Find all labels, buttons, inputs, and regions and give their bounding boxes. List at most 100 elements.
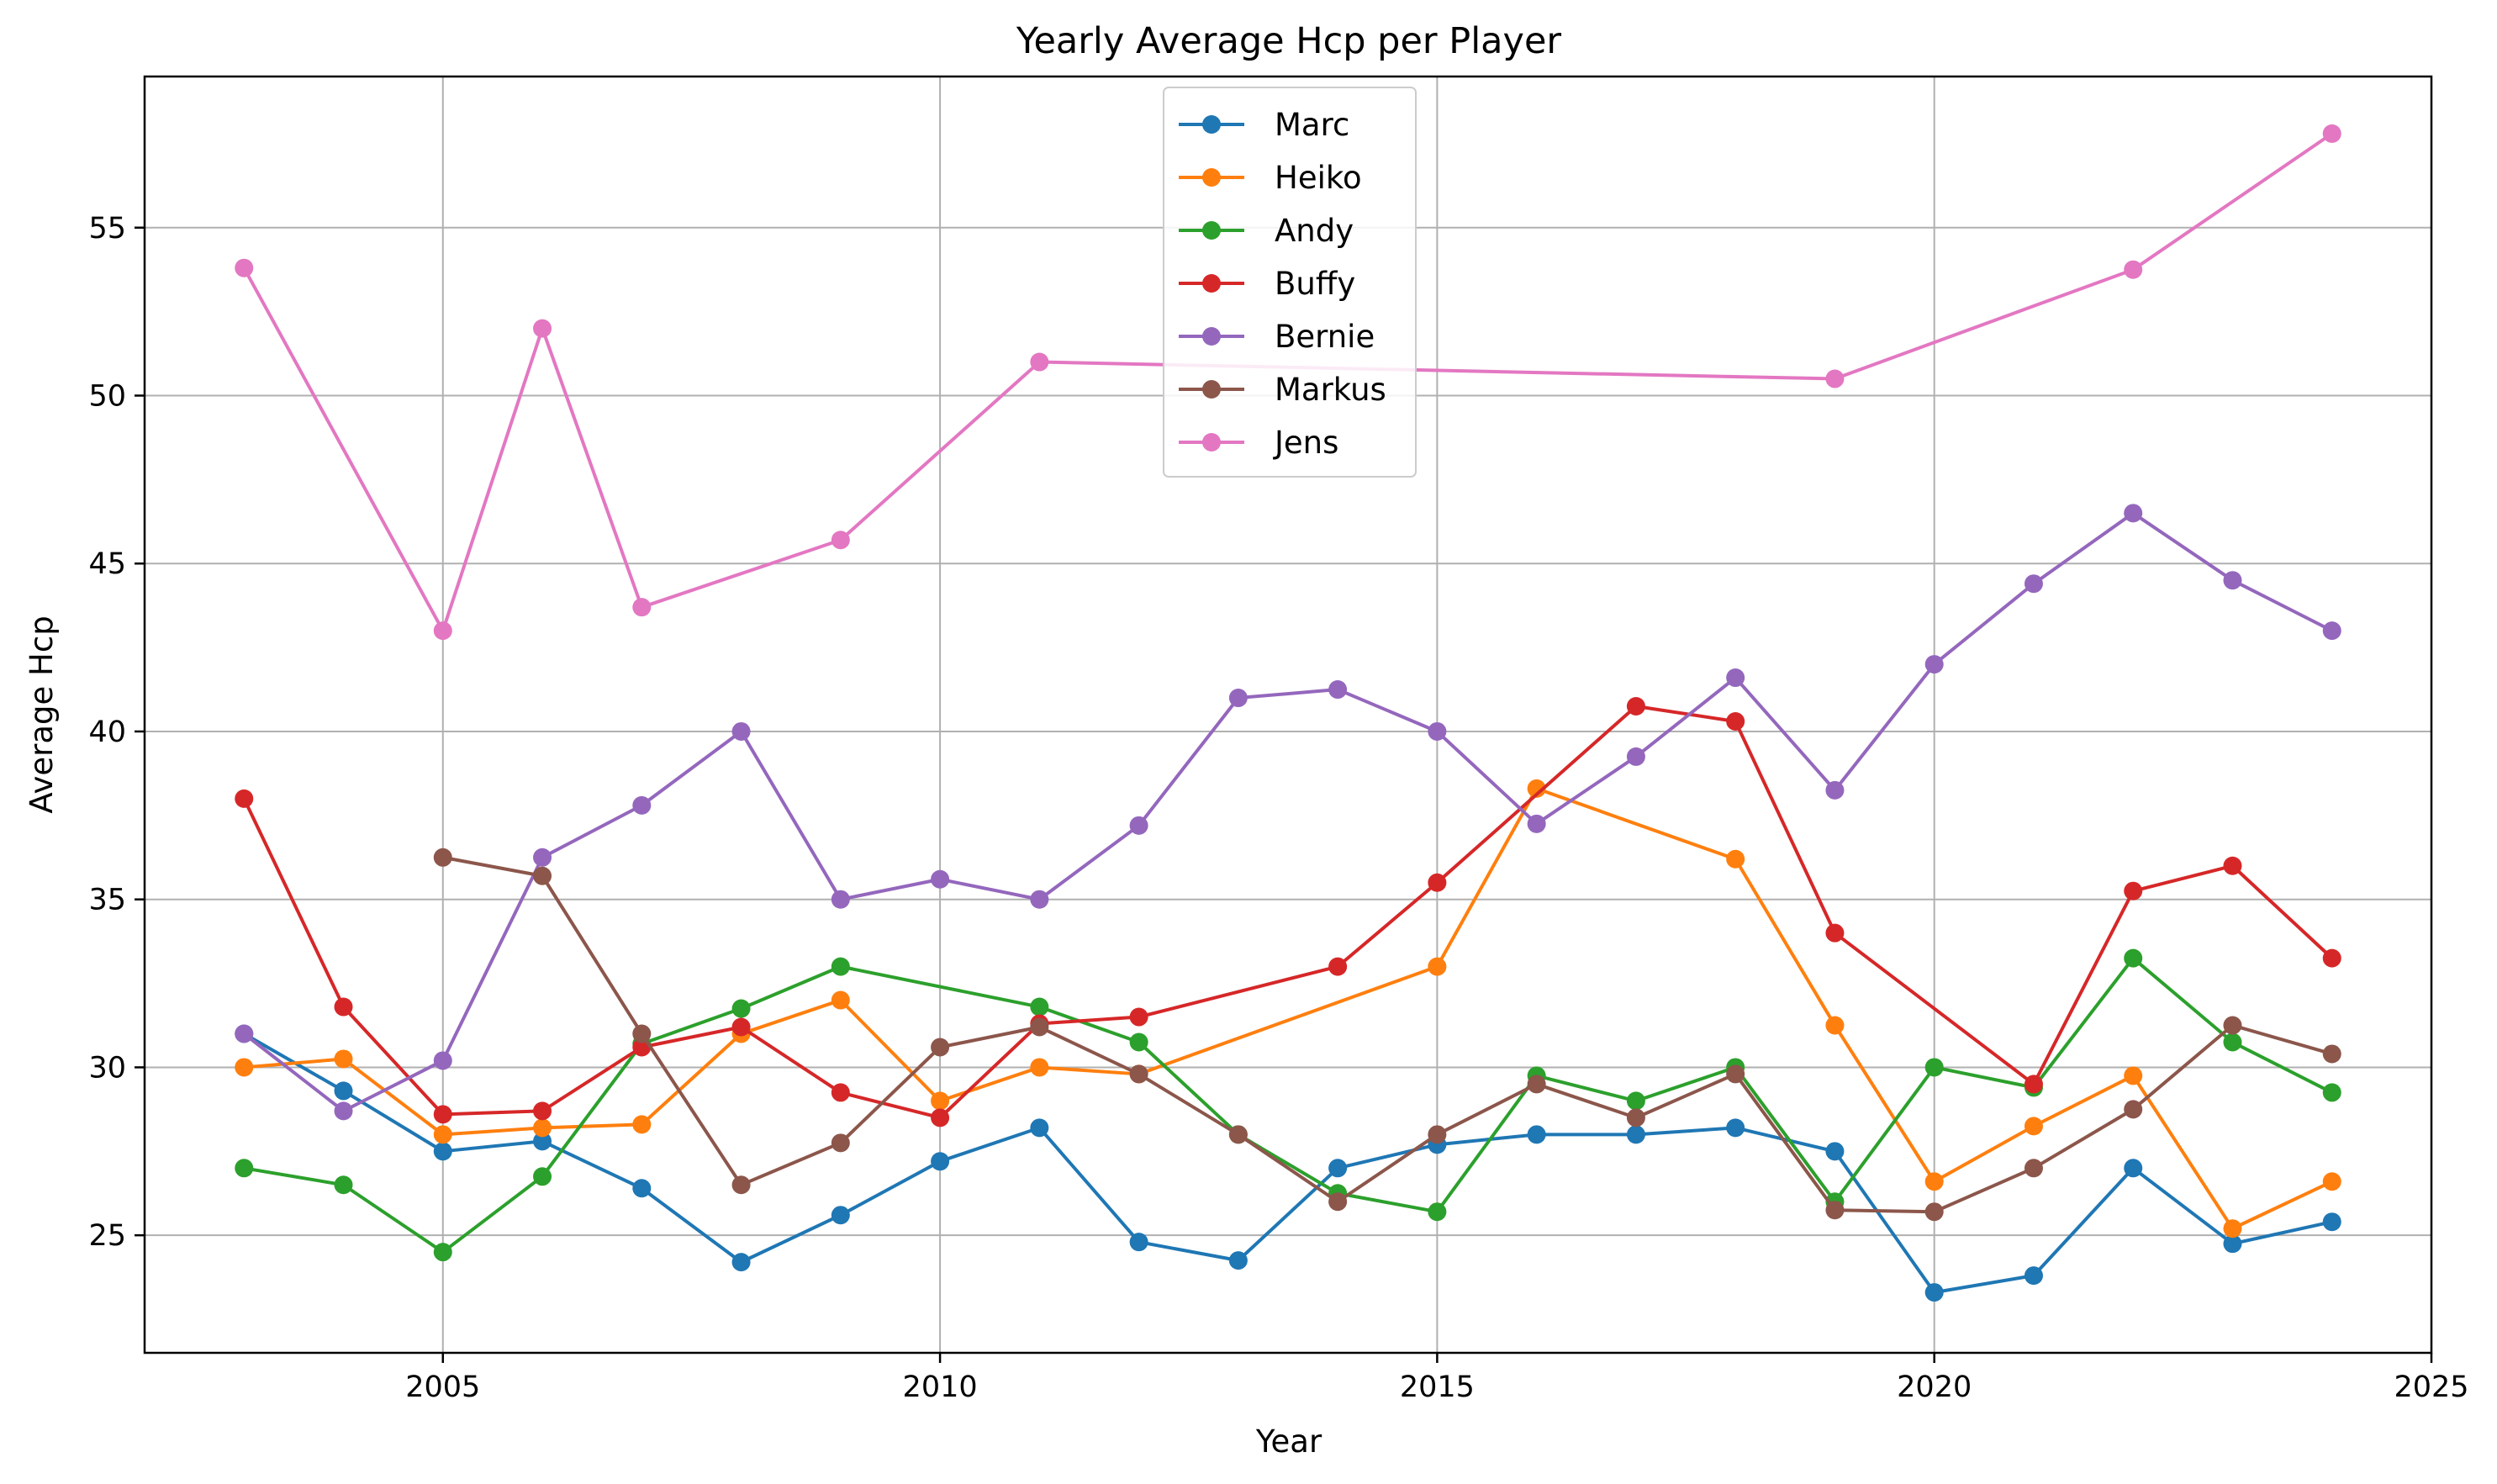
data-point-markus <box>1030 1017 1049 1037</box>
data-point-buffy <box>2322 948 2341 968</box>
legend-marker <box>1202 168 1221 187</box>
data-point-markus <box>433 848 452 867</box>
data-point-jens <box>235 258 254 277</box>
data-point-buffy <box>235 789 254 808</box>
data-point-bernie <box>2024 574 2043 594</box>
legend-item-jens: Jens <box>1179 425 1338 461</box>
data-point-bernie <box>334 1101 353 1121</box>
data-point-marc <box>1626 1125 1645 1144</box>
legend-marker <box>1202 433 1221 452</box>
legend-item-marc: Marc <box>1179 107 1349 143</box>
data-point-marc <box>2124 1159 2143 1178</box>
series-line-buffy <box>242 705 2334 1120</box>
data-point-marc <box>1328 1159 1348 1178</box>
data-point-buffy <box>2223 856 2242 875</box>
legend-label: Heiko <box>1275 160 1362 196</box>
data-point-andy <box>1129 1032 1148 1052</box>
legend-item-buffy: Buffy <box>1179 266 1355 302</box>
data-point-heiko <box>1030 1058 1049 1077</box>
data-point-buffy <box>1626 697 1645 716</box>
data-point-marc <box>1030 1118 1049 1138</box>
data-point-marc <box>1129 1233 1148 1252</box>
data-point-marc <box>731 1253 751 1272</box>
data-point-bernie <box>1825 780 1845 800</box>
series-line-bernie <box>243 511 2333 1113</box>
series-markus <box>433 848 2341 1222</box>
y-tick-label: 35 <box>88 884 126 917</box>
series-line-andy <box>243 956 2333 1254</box>
legend-marker <box>1202 274 1221 293</box>
data-point-buffy <box>2024 1075 2043 1094</box>
data-point-heiko <box>2223 1219 2242 1238</box>
series-line-marc <box>243 1032 2333 1295</box>
data-point-marc <box>931 1152 950 1171</box>
data-point-marc <box>334 1081 353 1101</box>
data-point-marc <box>433 1142 452 1161</box>
data-point-buffy <box>831 1083 850 1102</box>
data-point-bernie <box>533 848 552 867</box>
legend-item-bernie: Bernie <box>1179 319 1375 355</box>
legend-label: Buffy <box>1275 266 1355 302</box>
data-point-jens <box>533 319 552 338</box>
data-point-bernie <box>831 890 850 909</box>
data-point-heiko <box>2024 1117 2043 1136</box>
legend-label: Andy <box>1275 213 1354 249</box>
data-point-bernie <box>2223 571 2242 590</box>
data-point-markus <box>831 1133 850 1153</box>
data-point-marc <box>1924 1283 1944 1302</box>
plot-frame <box>143 75 2433 1355</box>
series-buffy <box>235 697 2341 1128</box>
data-point-heiko <box>433 1125 452 1144</box>
data-point-bernie <box>2322 621 2341 641</box>
x-tick-label: 2010 <box>903 1370 978 1404</box>
y-tick-label: 50 <box>88 380 126 414</box>
data-point-markus <box>1527 1075 1546 1094</box>
data-point-buffy <box>1726 711 1745 731</box>
data-point-markus <box>632 1024 652 1043</box>
data-point-heiko <box>1924 1172 1944 1191</box>
data-point-markus <box>2024 1159 2043 1178</box>
data-point-andy <box>831 957 850 976</box>
data-point-heiko <box>632 1115 652 1134</box>
series-line-markus <box>442 855 2333 1214</box>
legend-marker <box>1202 221 1221 240</box>
data-point-bernie <box>632 795 652 815</box>
data-point-andy <box>1924 1058 1944 1077</box>
data-point-bernie <box>1129 816 1148 835</box>
data-point-andy <box>2322 1083 2341 1102</box>
data-point-marc <box>533 1132 552 1151</box>
y-tick-label: 45 <box>88 547 126 581</box>
data-point-marc <box>2322 1212 2341 1232</box>
data-point-heiko <box>831 990 850 1010</box>
data-point-marc <box>1726 1118 1745 1138</box>
data-point-marc <box>632 1179 652 1198</box>
data-point-heiko <box>1527 779 1546 798</box>
data-point-andy <box>2124 948 2143 968</box>
data-point-buffy <box>334 997 353 1017</box>
data-point-andy <box>2223 1032 2242 1052</box>
data-point-andy <box>1428 1202 1447 1222</box>
data-point-andy <box>334 1175 353 1195</box>
legend-marker <box>1202 380 1221 399</box>
data-point-bernie <box>931 869 950 889</box>
data-point-heiko <box>931 1091 950 1111</box>
legend-label: Markus <box>1275 372 1386 408</box>
x-tick-label: 2005 <box>405 1370 480 1404</box>
data-point-buffy <box>433 1105 452 1124</box>
data-point-bernie <box>235 1024 254 1043</box>
data-point-jens <box>1030 352 1049 372</box>
data-point-heiko <box>533 1118 552 1138</box>
data-point-markus <box>731 1175 751 1195</box>
data-point-andy <box>433 1243 452 1262</box>
data-point-andy <box>533 1167 552 1186</box>
data-point-markus <box>1626 1108 1645 1128</box>
data-point-buffy <box>731 1017 751 1037</box>
legend-marker <box>1202 327 1221 346</box>
legend-label: Jens <box>1273 425 1338 461</box>
legend-label: Marc <box>1275 107 1349 143</box>
data-point-bernie <box>1626 747 1645 766</box>
series-layer <box>235 124 2341 1302</box>
legend: Marc Heiko Andy Buffy Bernie Markus Jens <box>1163 87 1417 478</box>
data-point-heiko <box>235 1058 254 1077</box>
